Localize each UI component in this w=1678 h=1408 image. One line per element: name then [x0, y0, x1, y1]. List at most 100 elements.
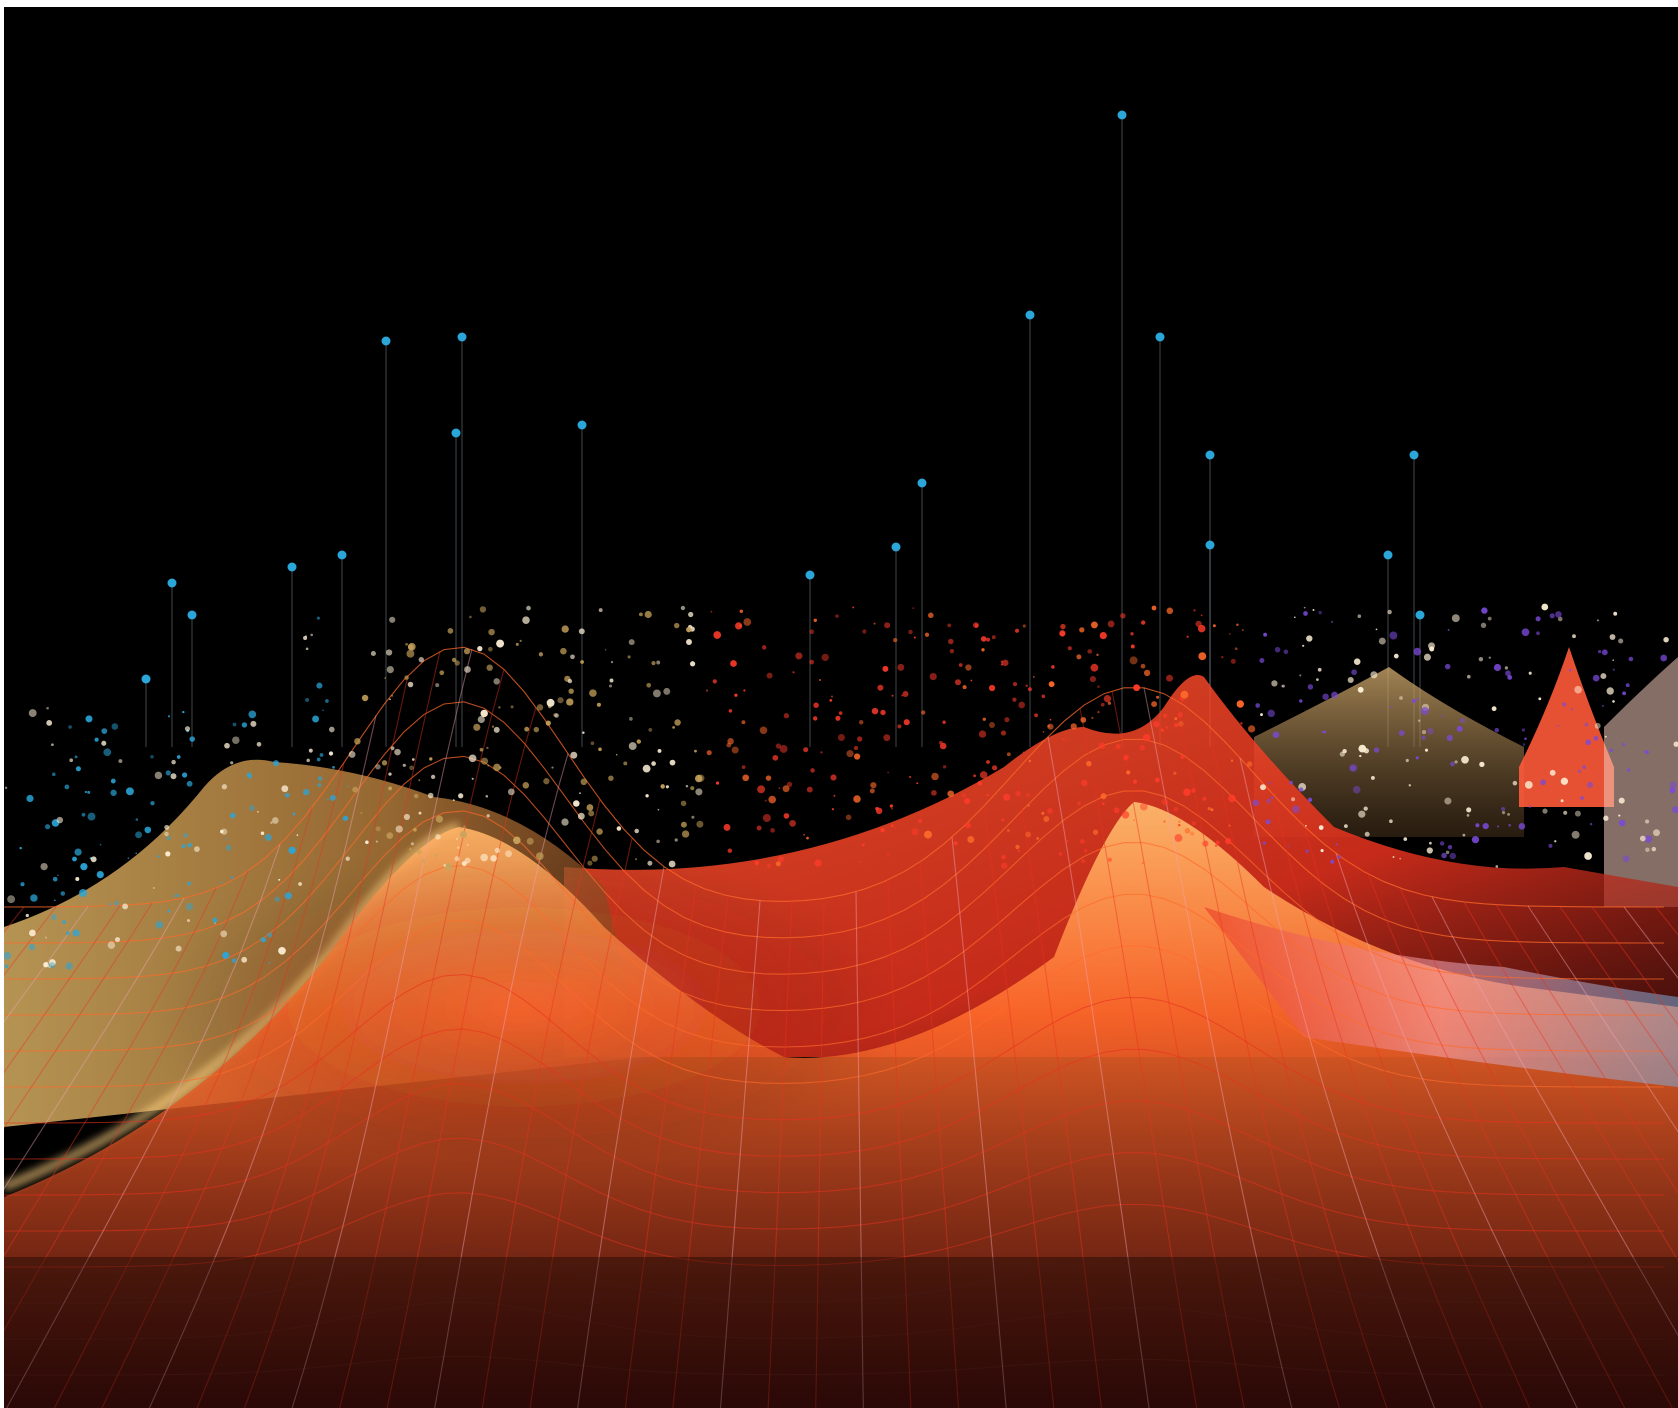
particle — [1262, 841, 1267, 845]
particle — [770, 828, 775, 833]
spike-tip-dot — [1383, 550, 1393, 560]
particle — [986, 760, 990, 764]
particle — [1322, 693, 1329, 700]
particle — [1143, 669, 1151, 677]
particle — [1347, 676, 1354, 684]
particle — [929, 672, 937, 681]
spike-tip-dot — [167, 578, 177, 588]
particle — [354, 738, 361, 745]
particle — [608, 775, 614, 781]
grid-line-vertical — [291, 648, 473, 1408]
particle — [604, 649, 607, 651]
particle — [579, 792, 581, 794]
particle — [1487, 616, 1492, 621]
particle — [389, 616, 396, 623]
particle — [96, 871, 104, 879]
particle — [325, 699, 329, 703]
particle — [345, 856, 350, 861]
particle — [608, 684, 613, 688]
particle — [1173, 771, 1177, 775]
particle — [1459, 717, 1466, 724]
particle — [570, 654, 575, 660]
particle — [1335, 843, 1338, 846]
particle — [1307, 684, 1314, 690]
particle — [1585, 739, 1591, 746]
particle — [862, 629, 867, 634]
particle — [628, 742, 637, 751]
particle — [628, 639, 635, 646]
particle — [1041, 811, 1045, 815]
spike-tip-dot — [1155, 332, 1165, 342]
particle — [524, 726, 530, 732]
particle — [1494, 727, 1500, 733]
grid-line-vertical — [1207, 724, 1388, 1408]
particle — [694, 749, 697, 753]
particle — [1087, 649, 1093, 654]
particle — [741, 720, 746, 725]
particle — [1352, 785, 1361, 794]
particle — [890, 824, 894, 828]
particle — [1121, 810, 1130, 819]
particle — [57, 874, 59, 877]
particle — [982, 717, 986, 721]
particle — [1018, 701, 1026, 709]
particle — [942, 765, 947, 769]
particle — [858, 861, 861, 863]
particle — [646, 682, 652, 688]
particle — [101, 728, 108, 734]
particle — [135, 852, 138, 855]
particle — [1210, 808, 1214, 812]
particle — [1399, 857, 1402, 860]
particle — [40, 862, 48, 871]
particle — [837, 734, 845, 741]
particle — [232, 736, 240, 744]
particle — [869, 788, 875, 794]
particle — [1241, 629, 1244, 631]
particle — [443, 863, 447, 867]
particle — [409, 847, 412, 851]
particle — [545, 720, 551, 726]
particle — [360, 811, 363, 815]
particle — [427, 792, 434, 799]
particle — [674, 719, 681, 726]
particle — [1136, 789, 1140, 793]
particle — [1289, 780, 1294, 785]
particle — [1451, 614, 1460, 623]
grid-line-vertical — [855, 891, 864, 1408]
particle — [486, 664, 493, 671]
particle — [221, 784, 228, 790]
particle — [577, 812, 585, 820]
particle — [1140, 663, 1146, 669]
particle — [688, 611, 694, 618]
particle — [241, 956, 248, 963]
particle — [298, 882, 302, 886]
particle — [164, 824, 170, 830]
particle — [317, 776, 323, 782]
particle — [1504, 666, 1509, 670]
particle — [685, 784, 689, 788]
particle — [322, 709, 324, 711]
particle — [52, 772, 56, 777]
grid-line-vertical — [719, 900, 761, 1408]
particle — [1584, 852, 1592, 860]
particle — [477, 715, 485, 724]
particle — [1180, 690, 1189, 699]
spike-tip-dot — [1205, 540, 1215, 550]
grid-line-vertical — [434, 753, 569, 1408]
particle — [623, 761, 628, 766]
particle — [214, 922, 216, 924]
particle — [1651, 846, 1657, 852]
particle — [64, 784, 70, 790]
particle — [1272, 731, 1280, 739]
particle — [1133, 819, 1135, 821]
particle — [1416, 698, 1420, 701]
particle — [394, 748, 401, 756]
particle — [317, 783, 322, 788]
particle — [1370, 775, 1375, 780]
particle — [75, 877, 80, 881]
particle — [570, 751, 578, 759]
particle — [80, 862, 88, 871]
particle — [610, 660, 614, 664]
particle — [493, 678, 500, 685]
particle — [1092, 829, 1099, 835]
